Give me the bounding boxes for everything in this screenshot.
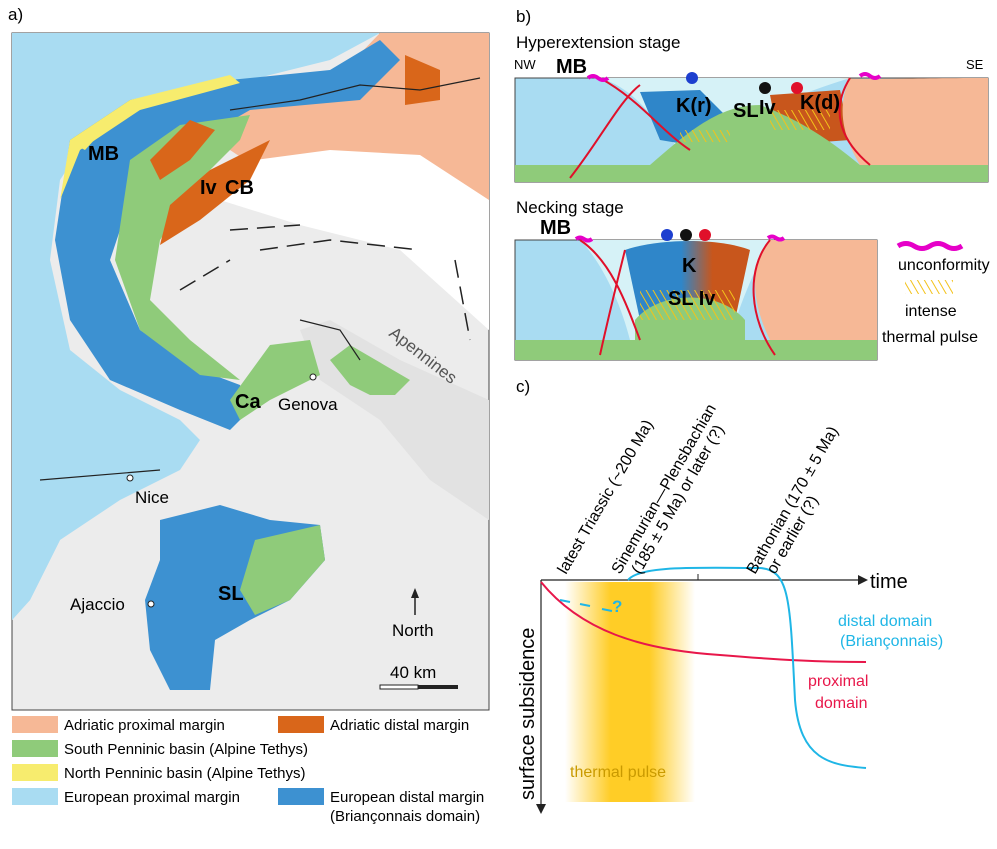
legend-label: North Penninic basin (Alpine Tethys) xyxy=(64,765,306,782)
stage-title: Hyperextension stage xyxy=(516,33,680,52)
question: ? xyxy=(612,597,622,616)
north-label: North xyxy=(392,621,434,640)
section-label: Iv xyxy=(759,97,777,119)
curve-label: proximal xyxy=(808,673,868,690)
cross-section xyxy=(515,72,988,182)
curve-label: domain xyxy=(815,695,867,712)
legend-label: European proximal margin xyxy=(64,789,240,806)
section-label: K xyxy=(682,255,697,277)
section-label: MB xyxy=(556,56,587,78)
event-label: Bathonian (170 ± 5 Ma) xyxy=(744,424,842,577)
map-label: Nice xyxy=(135,488,169,507)
direction: SE xyxy=(966,57,984,72)
legend-label: unconformity xyxy=(898,257,990,274)
legend-label: Adriatic proximal margin xyxy=(64,717,225,734)
panel-label: b) xyxy=(516,7,531,26)
direction: NW xyxy=(514,57,536,72)
legend-swatch xyxy=(12,764,58,781)
legend-swatch xyxy=(12,788,58,805)
curve-label: distal domain xyxy=(838,613,932,630)
section-label: MB xyxy=(540,217,571,239)
legend-label: South Penninic basin (Alpine Tethys) xyxy=(64,741,308,758)
stage-title: Necking stage xyxy=(516,198,624,217)
legend-label: thermal pulse xyxy=(882,329,978,346)
legend-swatch xyxy=(12,740,58,757)
section-label: SL Iv xyxy=(668,288,716,310)
legend-label: Adriatic distal margin xyxy=(330,717,469,734)
section-label: K(r) xyxy=(676,95,712,117)
map-label: CB xyxy=(225,177,254,199)
panel-label: c) xyxy=(516,377,530,396)
legend: Adriatic proximal margin Adriatic distal … xyxy=(12,716,484,825)
map-label: SL xyxy=(218,583,244,605)
legend-swatch xyxy=(278,716,324,733)
map-label: Ajaccio xyxy=(70,595,125,614)
thermal-label: thermal pulse xyxy=(570,764,666,781)
y-axis-label: surface subsidence xyxy=(517,628,539,800)
legend-swatch xyxy=(278,788,324,805)
section-label: SL xyxy=(733,100,759,122)
panel-label: a) xyxy=(8,5,23,24)
map-label: Iv xyxy=(200,177,218,199)
legend-swatch xyxy=(12,716,58,733)
map-label: Ca xyxy=(235,391,261,413)
figure: a) MB Iv CB Ca Genova Nice Ajaccio SL Ap… xyxy=(0,0,997,844)
map-label: MB xyxy=(88,143,119,165)
scale-label: 40 km xyxy=(390,663,436,682)
legend-label: intense xyxy=(905,303,957,320)
legend-label: European distal margin xyxy=(330,789,484,806)
legend-label: (Briançonnais domain) xyxy=(330,808,480,825)
curve-label: (Briançonnais) xyxy=(840,633,943,650)
section-label: K(d) xyxy=(800,92,840,114)
event-label: Sinemurian—Plensbachian xyxy=(609,401,720,577)
map-label: Genova xyxy=(278,395,338,414)
x-axis-label: time xyxy=(870,571,908,593)
events: latest Triassic (~200 Ma)Sinemurian—Plen… xyxy=(555,401,842,577)
